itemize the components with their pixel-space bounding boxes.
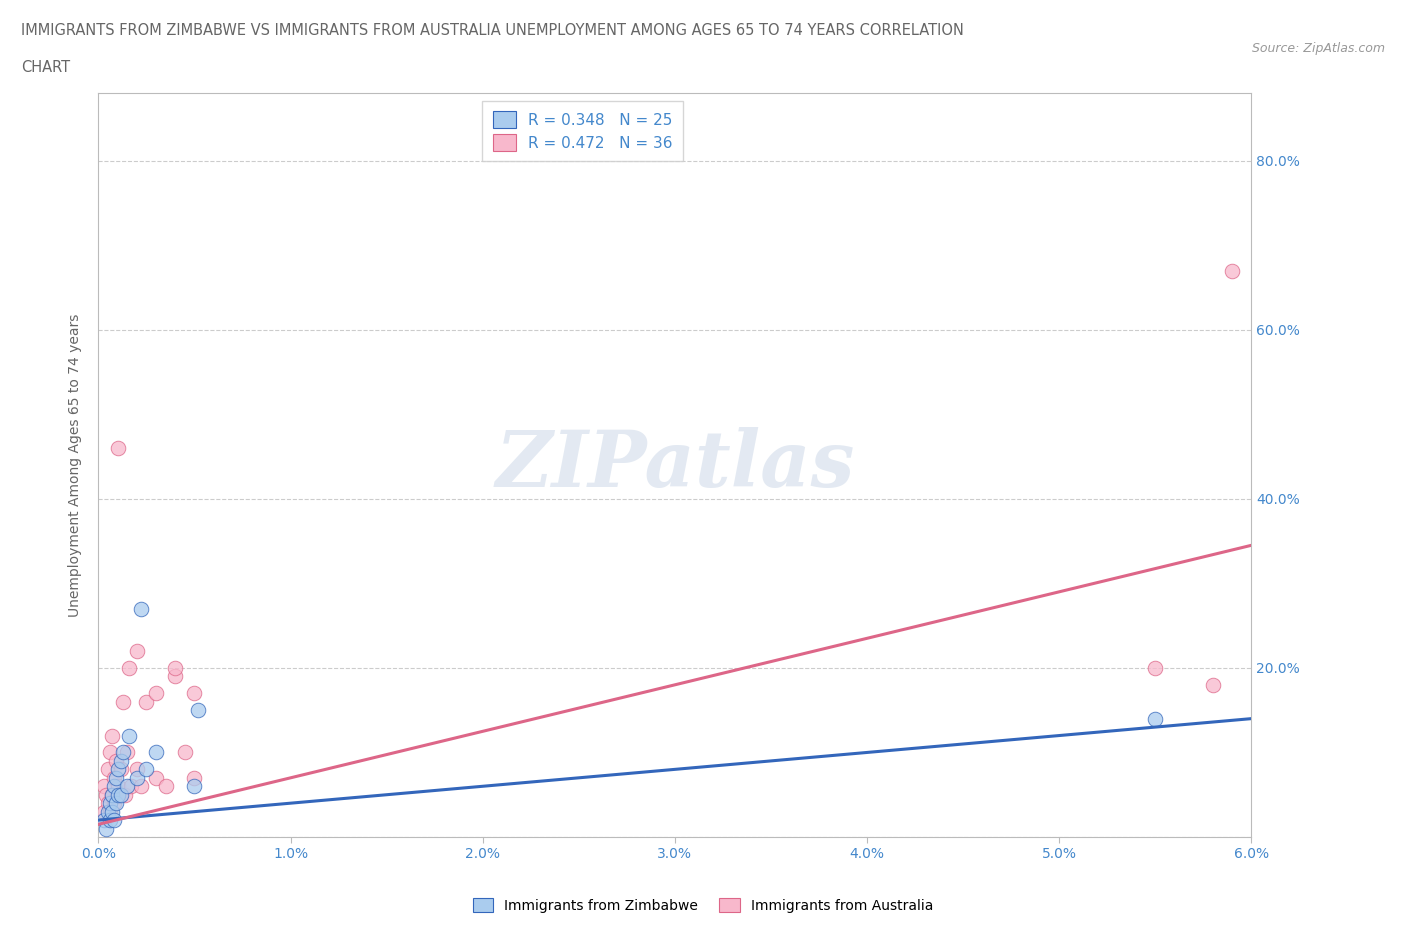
Point — [101, 728, 124, 743]
Point — [110, 788, 132, 803]
Point — [135, 762, 157, 777]
Point — [135, 695, 157, 710]
Point — [104, 796, 127, 811]
Legend: R = 0.348   N = 25, R = 0.472   N = 36: R = 0.348 N = 25, R = 0.472 N = 36 — [482, 100, 683, 162]
Point — [165, 660, 187, 675]
Point — [125, 770, 148, 785]
Point — [97, 804, 120, 819]
Point — [93, 778, 115, 793]
Point — [104, 770, 127, 785]
Point — [117, 778, 139, 793]
Y-axis label: Unemployment Among Ages 65 to 74 years: Unemployment Among Ages 65 to 74 years — [69, 313, 83, 617]
Point — [114, 788, 136, 803]
Point — [98, 745, 121, 760]
Point — [103, 796, 125, 811]
Point — [98, 796, 121, 811]
Point — [174, 745, 197, 760]
Point — [97, 762, 120, 777]
Point — [93, 804, 115, 819]
Point — [155, 778, 177, 793]
Point — [101, 788, 124, 803]
Point — [112, 695, 135, 710]
Point — [107, 778, 129, 793]
Point — [104, 753, 127, 768]
Point — [183, 778, 205, 793]
Point — [145, 685, 167, 700]
Point — [110, 762, 132, 777]
Legend: Immigrants from Zimbabwe, Immigrants from Australia: Immigrants from Zimbabwe, Immigrants fro… — [467, 893, 939, 919]
Point — [107, 788, 129, 803]
Point — [110, 753, 132, 768]
Text: IMMIGRANTS FROM ZIMBABWE VS IMMIGRANTS FROM AUSTRALIA UNEMPLOYMENT AMONG AGES 65: IMMIGRANTS FROM ZIMBABWE VS IMMIGRANTS F… — [21, 23, 965, 38]
Point — [103, 770, 125, 785]
Point — [98, 804, 121, 819]
Point — [165, 669, 187, 684]
Point — [145, 745, 167, 760]
Point — [1220, 263, 1243, 278]
Point — [118, 660, 141, 675]
Text: Source: ZipAtlas.com: Source: ZipAtlas.com — [1251, 42, 1385, 55]
Point — [94, 821, 117, 836]
Point — [101, 788, 124, 803]
Point — [93, 813, 115, 828]
Point — [98, 813, 121, 828]
Point — [183, 770, 205, 785]
Point — [125, 762, 148, 777]
Point — [129, 778, 152, 793]
Text: CHART: CHART — [21, 60, 70, 75]
Point — [97, 796, 120, 811]
Point — [103, 813, 125, 828]
Point — [107, 441, 129, 456]
Text: ZIPatlas: ZIPatlas — [495, 427, 855, 503]
Point — [101, 804, 124, 819]
Point — [1144, 711, 1167, 726]
Point — [107, 762, 129, 777]
Point — [145, 770, 167, 785]
Point — [183, 685, 205, 700]
Point — [125, 644, 148, 658]
Point — [103, 778, 125, 793]
Point — [118, 728, 141, 743]
Point — [1144, 660, 1167, 675]
Point — [112, 745, 135, 760]
Point — [187, 703, 209, 718]
Point — [94, 788, 117, 803]
Point — [108, 788, 131, 803]
Point — [1202, 677, 1225, 692]
Point — [117, 745, 139, 760]
Point — [129, 602, 152, 617]
Point — [120, 778, 142, 793]
